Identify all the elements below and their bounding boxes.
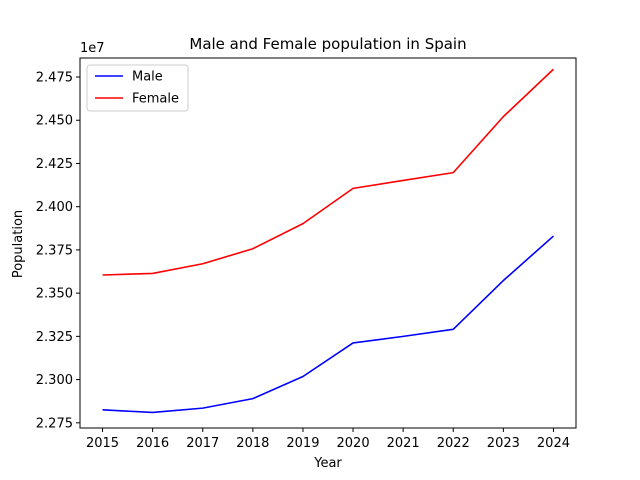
x-tick-label: 2022	[437, 436, 470, 451]
y-tick-label: 2.350	[36, 287, 73, 302]
x-tick-label: 2020	[337, 436, 370, 451]
x-tick-label: 2023	[487, 436, 520, 451]
x-axis-label: Year	[313, 456, 342, 471]
y-tick-label: 2.325	[36, 330, 73, 345]
series-line-male	[102, 235, 554, 414]
legend-label-male: Male	[132, 70, 163, 85]
x-tick-label: 2017	[186, 436, 219, 451]
x-tick-label: 2016	[136, 436, 169, 451]
y-offset-label: 1e7	[80, 41, 105, 56]
y-tick-label: 2.275	[36, 416, 73, 431]
plot-area: 2015 2016 2017 2018 2019 2020 2021 2022 2023 2024…	[36, 57, 577, 451]
legend-label-female: Female	[132, 92, 179, 107]
y-tick-label: 2.425	[36, 157, 73, 172]
axes-frame	[79, 57, 577, 429]
y-tick-label: 2.475	[36, 71, 73, 86]
series-line-female	[102, 68, 554, 276]
chart-title: Male and Female population in Spain	[189, 35, 466, 53]
x-tick-label: 2015	[86, 436, 119, 451]
x-tick-label: 2024	[537, 436, 570, 451]
x-tick-label: 2018	[236, 436, 269, 451]
y-tick-label: 2.400	[36, 200, 73, 215]
x-tick-label: 2019	[286, 436, 319, 451]
x-tick-label: 2021	[387, 436, 420, 451]
y-tick-label: 2.300	[36, 373, 73, 388]
y-tick-label: 2.375	[36, 243, 73, 258]
y-axis-label: Population	[11, 210, 26, 278]
legend: Male Female	[86, 64, 189, 112]
y-tick-label: 2.450	[36, 114, 73, 129]
